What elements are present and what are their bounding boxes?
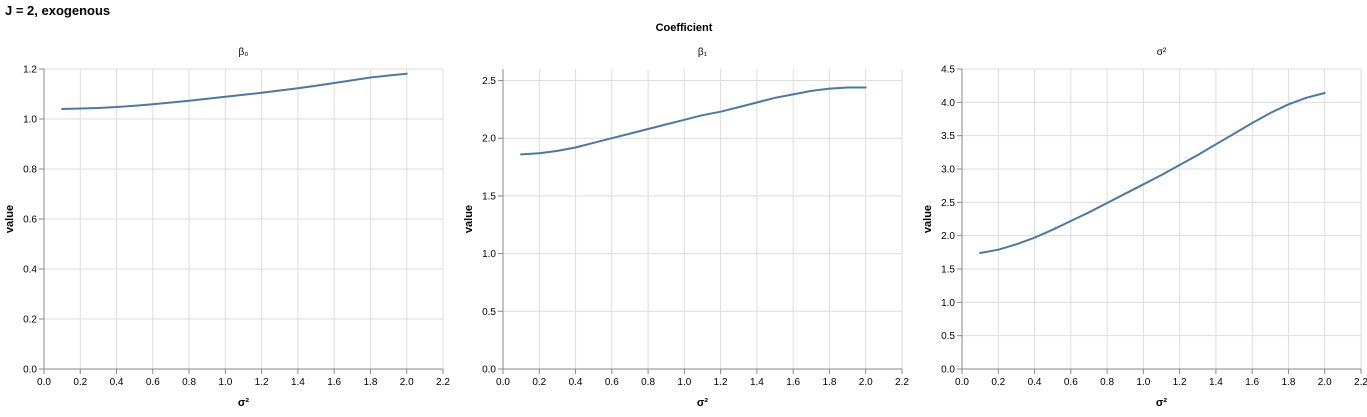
x-tick-label: 0.6 [605, 377, 619, 388]
chart-panel-1: 0.0 0.2 0.4 0.6 0.8 1.0 1.2 1.4 1.6 1.8 2.0 2.2 0.0 0… [463, 47, 909, 409]
x-tick-label: 0.0 [37, 377, 51, 388]
x-tick-label: 1.0 [1136, 377, 1150, 388]
x-tick-label: 0.8 [182, 377, 196, 388]
panel-title: σ² [1157, 47, 1167, 58]
y-tick-label: 0.4 [23, 265, 37, 276]
panel-title: β₁ [698, 47, 708, 58]
x-tick-label: 1.4 [291, 377, 305, 388]
x-tick-label: 1.4 [750, 377, 764, 388]
chart-panels: 0.0 0.2 0.4 0.6 0.8 1.0 1.2 1.4 1.6 1.8 2.0 2.20.00… [4, 47, 1367, 409]
y-tick-label: 2.5 [482, 76, 496, 87]
y-tick-label: 0.0 [482, 365, 496, 376]
x-tick-label: 1.6 [786, 377, 800, 388]
y-tick-label: 1.0 [941, 298, 955, 309]
x-tick-label: 1.4 [1209, 377, 1223, 388]
y-tick-label: 4.0 [941, 98, 955, 109]
x-tick-label: 0.0 [955, 377, 969, 388]
y-tick-label: 1.0 [23, 115, 37, 126]
y-tick-label: 3.0 [941, 165, 955, 176]
x-tick-label: 1.0 [218, 377, 232, 388]
y-tick-label: 0.5 [482, 307, 496, 318]
y-tick-label: 3.5 [941, 131, 955, 142]
x-tick-label: 1.0 [677, 377, 691, 388]
x-tick-label: 1.2 [714, 377, 728, 388]
y-axis-title: value [4, 205, 16, 233]
x-tick-label: 0.4 [110, 377, 124, 388]
x-tick-label: 0.8 [1100, 377, 1114, 388]
x-tick-label: 2.2 [436, 377, 450, 388]
x-tick-label: 2.0 [859, 377, 873, 388]
x-tick-label: 0.2 [73, 377, 87, 388]
y-tick-label: 2.5 [941, 198, 955, 209]
chart-panel-0: 0.0 0.2 0.4 0.6 0.8 1.0 1.2 1.4 1.6 1.8 2.0 2.2 0.0 0… [4, 47, 450, 409]
x-tick-label: 0.0 [496, 377, 510, 388]
panel-title: β₀ [239, 47, 249, 58]
y-tick-label: 2.0 [941, 231, 955, 242]
chart-panel-2: 0.0 0.2 0.4 0.6 0.8 1.0 1.2 1.4 1.6 1.8 2.0 2.2 0.0 0… [922, 47, 1367, 409]
x-axis-title: σ² [238, 397, 250, 409]
x-tick-label: 0.2 [991, 377, 1005, 388]
x-tick-label: 1.6 [327, 377, 341, 388]
y-tick-label: 1.5 [482, 191, 496, 202]
x-tick-label: 1.8 [364, 377, 378, 388]
x-tick-label: 1.6 [1245, 377, 1259, 388]
chart-main-title: J = 2, exogenous [5, 3, 110, 18]
facet-header: Coefficient [656, 22, 713, 34]
x-tick-label: 2.0 [400, 377, 414, 388]
x-axis-title: σ² [697, 397, 709, 409]
y-tick-label: 0.0 [23, 365, 37, 376]
y-tick-label: 1.0 [482, 249, 496, 260]
x-tick-label: 0.4 [1028, 377, 1042, 388]
x-tick-label: 2.2 [1354, 377, 1367, 388]
series-line [520, 86, 867, 156]
x-tick-label: 0.6 [1064, 377, 1078, 388]
y-tick-label: 0.2 [23, 315, 37, 326]
x-tick-label: 1.8 [1282, 377, 1296, 388]
y-tick-label: 4.5 [941, 65, 955, 76]
y-tick-label: 2.0 [482, 134, 496, 145]
x-tick-label: 2.0 [1318, 377, 1332, 388]
series-line [979, 92, 1326, 254]
x-tick-label: 1.2 [255, 377, 269, 388]
y-axis-title: value [922, 205, 934, 233]
y-tick-label: 1.5 [941, 265, 955, 276]
x-tick-label: 1.8 [823, 377, 837, 388]
y-tick-label: 0.6 [23, 215, 37, 226]
y-tick-label: 0.8 [23, 165, 37, 176]
x-tick-label: 2.2 [895, 377, 909, 388]
y-tick-label: 0.5 [941, 331, 955, 342]
y-tick-label: 0.0 [941, 365, 955, 376]
x-tick-label: 0.2 [532, 377, 546, 388]
x-tick-label: 0.4 [569, 377, 583, 388]
x-tick-label: 1.2 [1173, 377, 1187, 388]
series-line [61, 72, 408, 110]
y-tick-label: 1.2 [23, 65, 37, 76]
x-axis-title: σ² [1156, 397, 1168, 409]
y-axis-title: value [463, 205, 475, 233]
x-tick-label: 0.8 [641, 377, 655, 388]
x-tick-label: 0.6 [146, 377, 160, 388]
